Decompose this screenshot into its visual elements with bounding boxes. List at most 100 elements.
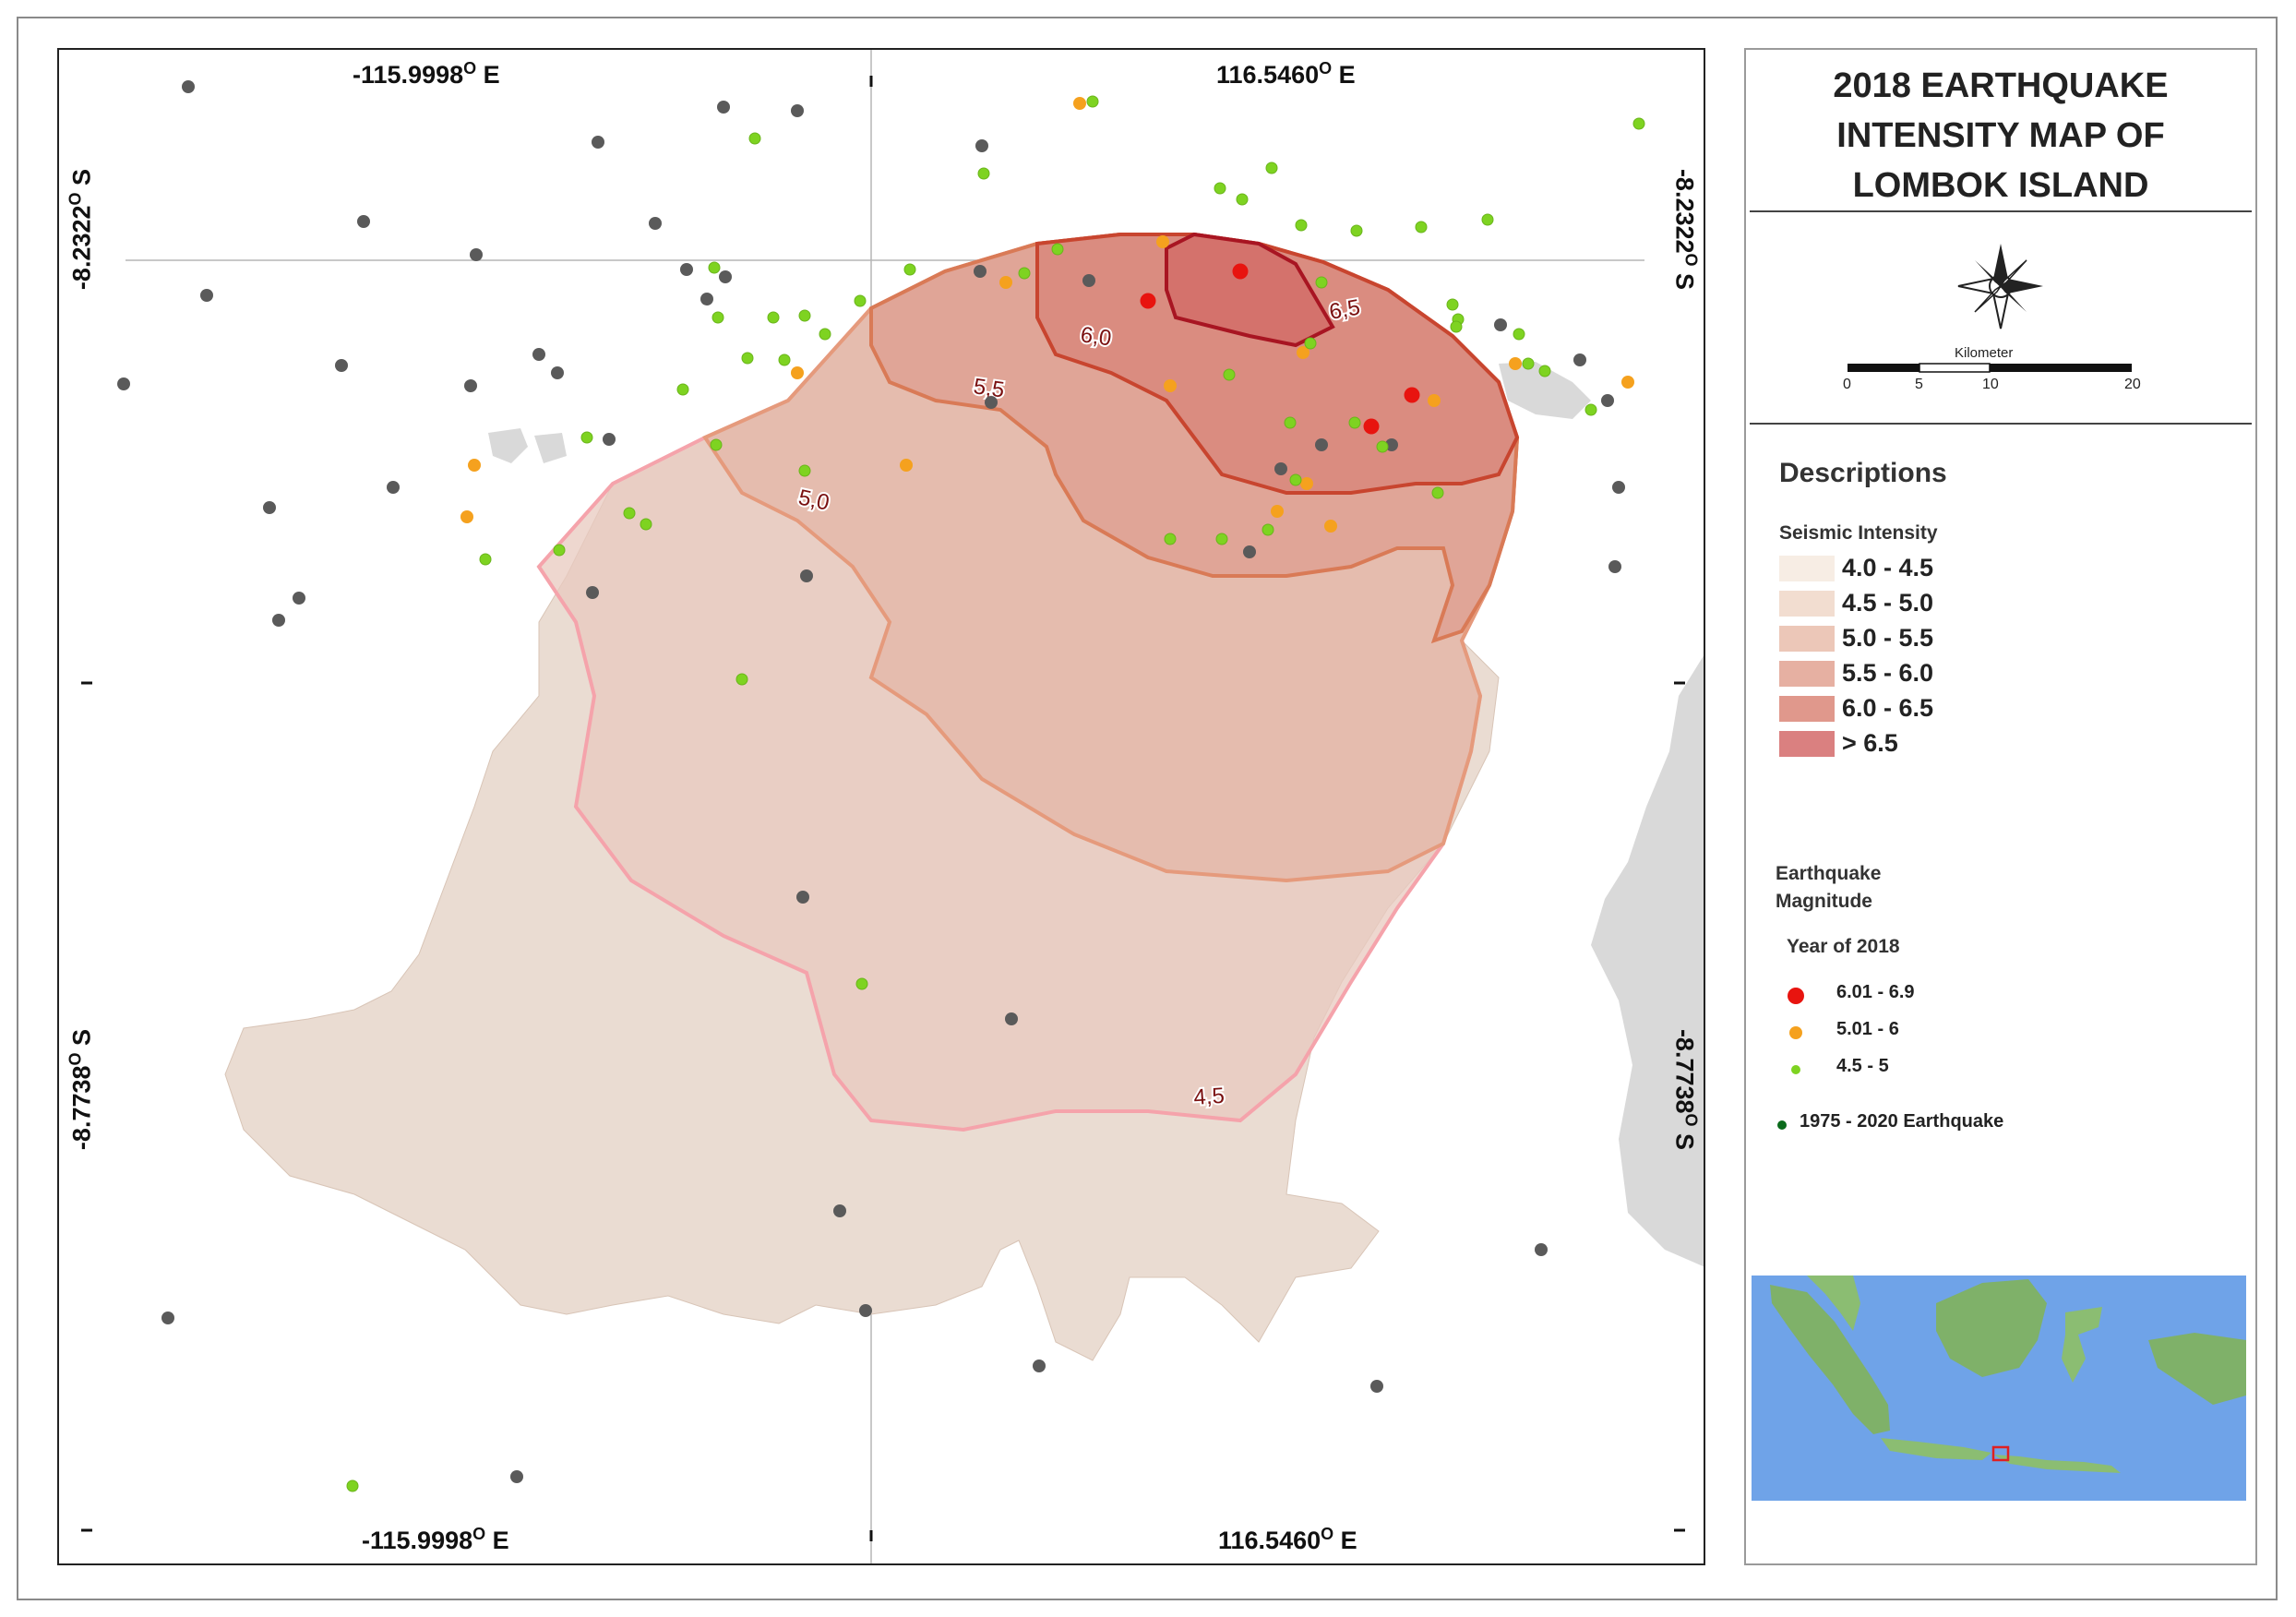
earthquake-point	[1086, 95, 1099, 108]
earthquake-point	[1376, 440, 1389, 453]
scale-bar-label: Kilometer	[1955, 345, 2014, 361]
earthquake-point	[1315, 276, 1328, 289]
intensity-swatch	[1779, 591, 1835, 617]
historic-label: 1975 - 2020 Earthquake	[1800, 1111, 2004, 1132]
intensity-label: 4.5 - 5.0	[1842, 589, 1934, 617]
scale-tick: 0	[1843, 377, 1851, 392]
earthquake-point-layer	[117, 80, 1645, 1492]
earthquake-point	[1324, 520, 1337, 533]
earthquake-point	[798, 309, 811, 322]
earthquake-point	[1363, 418, 1380, 435]
legend-panel: 2018 EARTHQUAKE INTENSITY MAP OF LOMBOK …	[1744, 48, 2257, 1565]
earthquake-point	[1265, 162, 1278, 174]
earthquake-point	[791, 104, 804, 117]
earthquake-point	[1509, 357, 1522, 370]
inset-borneo	[1936, 1279, 2047, 1377]
earthquake-point	[586, 586, 599, 599]
divider	[1750, 210, 2252, 212]
magnitude-point-icon	[1788, 988, 1804, 1004]
neighbour-island-east	[1591, 655, 1704, 1267]
inset-map-canvas	[1752, 1276, 2246, 1501]
earthquake-point	[161, 1312, 174, 1324]
earthquake-point	[1385, 438, 1398, 451]
earthquake-point	[553, 544, 566, 557]
earthquake-point	[1481, 213, 1494, 226]
earthquake-point	[1450, 320, 1463, 333]
earthquake-point	[1297, 346, 1309, 359]
earthquake-point	[640, 518, 652, 531]
earthquake-point	[464, 379, 477, 392]
earthquake-point	[1621, 376, 1634, 389]
scale-tick: 20	[2124, 377, 2141, 392]
earthquake-point	[1350, 224, 1363, 237]
inset-java	[1881, 1438, 1991, 1460]
earthquake-point	[1431, 486, 1444, 499]
earthquake-point	[1404, 387, 1420, 403]
zone-60	[1035, 233, 1520, 495]
earthquake-point	[1289, 473, 1302, 486]
eq-heading-line: Magnitude	[1776, 891, 1872, 912]
earthquake-point	[470, 248, 483, 261]
earthquake-point	[1164, 533, 1177, 545]
earthquake-point	[676, 383, 689, 396]
earthquake-point	[800, 569, 813, 582]
earthquake-point	[1315, 438, 1328, 451]
earthquake-point	[900, 459, 913, 472]
contour-label: 6,5	[1327, 295, 1362, 325]
earthquake-point	[1214, 182, 1226, 195]
magnitude-point-icon	[1791, 1065, 1800, 1074]
earthquake-point	[1082, 274, 1095, 287]
earthquake-point	[1140, 293, 1156, 309]
earthquake-point	[1232, 263, 1249, 280]
earthquake-point	[263, 501, 276, 514]
earthquake-point	[117, 377, 130, 390]
island-ne-islet	[1499, 362, 1591, 419]
earthquake-point	[1073, 97, 1086, 110]
earthquake-point	[1513, 328, 1525, 341]
inset-locator-box	[1991, 1445, 2010, 1462]
coord-left-upper: -8.2322O S	[66, 168, 96, 291]
earthquake-point	[1271, 505, 1284, 518]
descriptions-heading: Descriptions	[1779, 458, 1947, 488]
earthquake-point	[532, 348, 545, 361]
earthquake-point	[708, 261, 721, 274]
intensity-label: > 6.5	[1842, 729, 1898, 757]
earthquake-point	[1370, 1380, 1383, 1393]
map-title: 2018 EARTHQUAKE INTENSITY MAP OF LOMBOK …	[1833, 66, 2169, 205]
intensity-swatch	[1779, 696, 1835, 722]
historic-point-icon	[1777, 1120, 1787, 1130]
earthquake-point	[1348, 416, 1361, 429]
earthquake-point	[735, 673, 748, 686]
earthquake-point	[999, 276, 1012, 289]
earthquake-point	[460, 510, 473, 523]
earthquake-point	[387, 481, 400, 494]
inset-malaysia	[1807, 1276, 1860, 1331]
coord-left-lower: -8.7738O S	[66, 1028, 96, 1151]
earthquake-point	[468, 459, 481, 472]
intensity-swatch	[1779, 626, 1835, 652]
earthquake-point	[778, 353, 791, 366]
earthquake-point	[357, 215, 370, 228]
earthquake-point	[859, 1304, 872, 1317]
earthquake-point	[1304, 337, 1317, 350]
intensity-swatch	[1779, 661, 1835, 687]
earthquake-point	[649, 217, 662, 230]
earthquake-point	[551, 366, 564, 379]
earthquake-point	[603, 433, 616, 446]
earthquake-point	[974, 265, 987, 278]
contour-label-layer: 4,55,05,56,06,5	[795, 293, 1364, 1112]
earthquake-point	[719, 270, 732, 283]
earthquake-point	[680, 263, 693, 276]
coord-bottom-left: -115.9998O E	[362, 1525, 509, 1554]
coord-right-lower: -8.7738O S	[1670, 1028, 1701, 1151]
earthquake-point	[182, 80, 195, 93]
coord-top-left: -115.9998O E	[353, 59, 500, 89]
year-heading: Year of 2018	[1787, 936, 1900, 957]
eq-heading-line: Earthquake	[1776, 863, 1882, 884]
intensity-label: 6.0 - 6.5	[1842, 694, 1934, 722]
earthquake-point	[977, 167, 990, 180]
earthquake-point	[580, 431, 593, 444]
north-arrow-icon	[1957, 244, 2043, 329]
earthquake-point	[1601, 394, 1614, 407]
earthquake-point	[1274, 462, 1287, 475]
